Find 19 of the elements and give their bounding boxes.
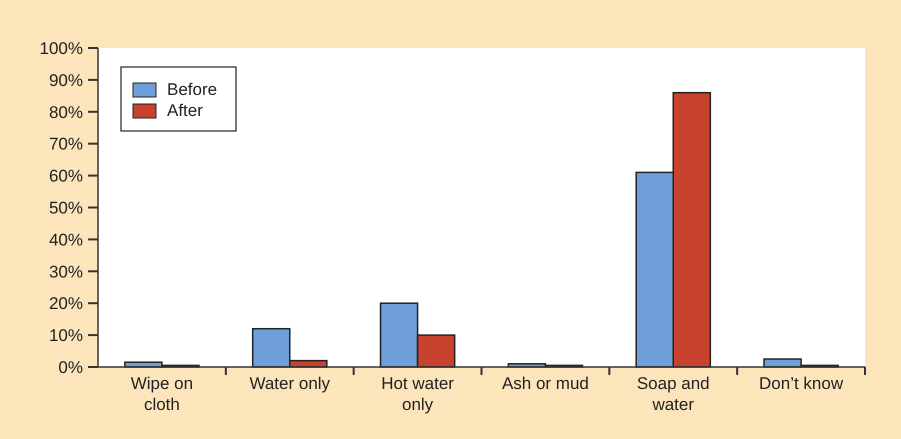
legend-label: Before [167,80,218,99]
y-tick-label: 100% [40,38,83,58]
x-tick-label: Water only [249,374,331,393]
x-tick-label: Ash or mud [502,374,589,393]
x-tick-label: Don’t know [759,374,844,393]
y-tick-label: 80% [48,102,83,122]
y-tick-label: 30% [48,262,83,282]
y-tick-label: 70% [48,134,83,154]
y-tick-label: 60% [48,166,83,186]
y-tick-label: 50% [48,198,83,218]
legend-label: After [167,101,204,120]
y-tick-label: 10% [48,326,83,346]
x-tick-label: Hot water only [381,374,454,414]
x-tick-label: Wipe on cloth [130,374,194,414]
y-tick-label: 40% [48,230,83,250]
x-tick-label: Soap and water [636,374,710,414]
y-tick-label: 90% [48,70,83,90]
y-tick-label: 20% [48,294,83,314]
y-tick-label: 0% [58,358,83,377]
